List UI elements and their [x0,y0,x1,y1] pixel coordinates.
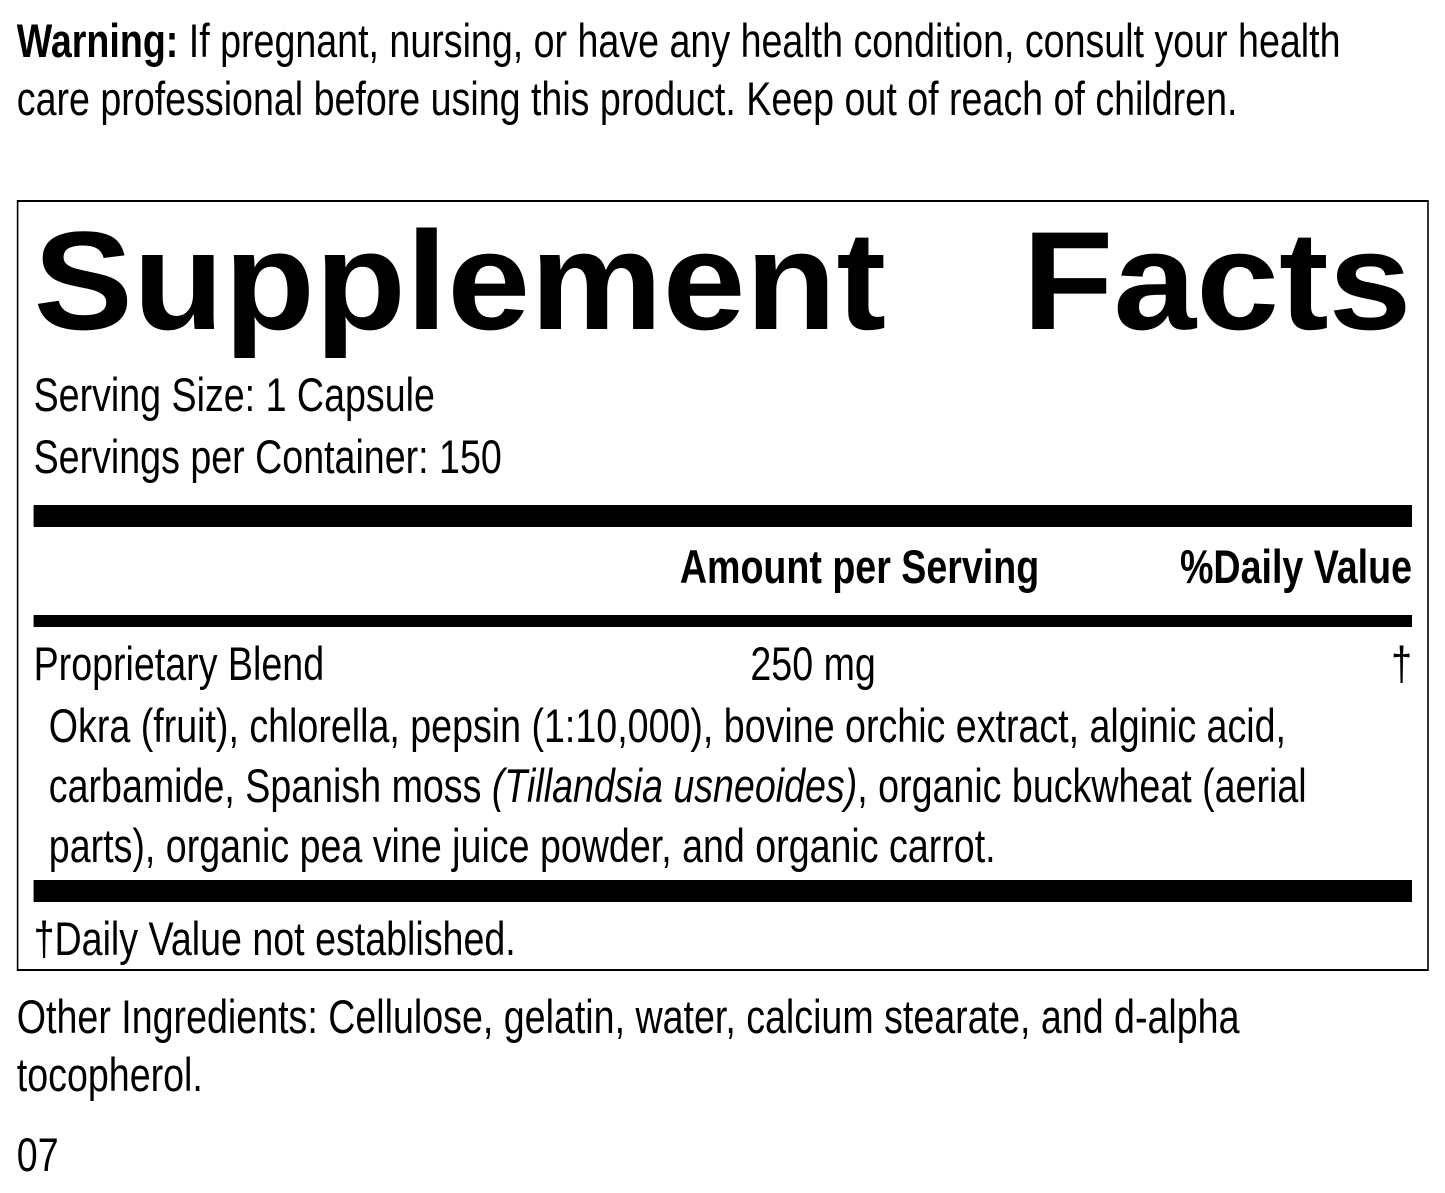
warning-text: If pregnant, nursing, or have any health… [16,14,1341,125]
warning: Warning: If pregnant, nursing, or have a… [17,12,1377,127]
amount-header: Amount per Serving [679,540,1040,593]
code: 07 [16,1128,59,1181]
row-name: Proprietary Blend [33,637,325,690]
daily-value-header: %Daily Value [1180,540,1412,593]
serving-size: Serving Size: 1 Capsule [33,368,435,421]
row-amount: 250 mg [750,637,876,690]
warning-label: Warning: [16,14,179,67]
facts-title: Supplement Facts [33,202,1412,359]
other-ingredients: Other Ingredients: Cellulose, gelatin, w… [16,990,1240,1101]
facts-panel: Supplement Facts Serving Size: 1 Capsule… [16,200,1429,971]
thick-rule [33,505,1413,527]
footnote: †Daily Value not established. [33,912,516,965]
ingredients-latin: (Tillandsia usneoides) [491,759,858,812]
ingredients-text: Okra (fruit), chlorella, pepsin (1:10,00… [48,699,1286,812]
servings-per-container: Servings per Container: 150 [33,430,502,483]
medium-rule [33,615,1413,627]
thick-rule [33,880,1413,902]
row-daily-value: † [1391,637,1412,690]
ingredients: Okra (fruit), chlorella, pepsin (1:10,00… [49,696,1409,876]
ingredients-text: , organic buckwheat (aerial parts), orga… [48,759,1307,872]
